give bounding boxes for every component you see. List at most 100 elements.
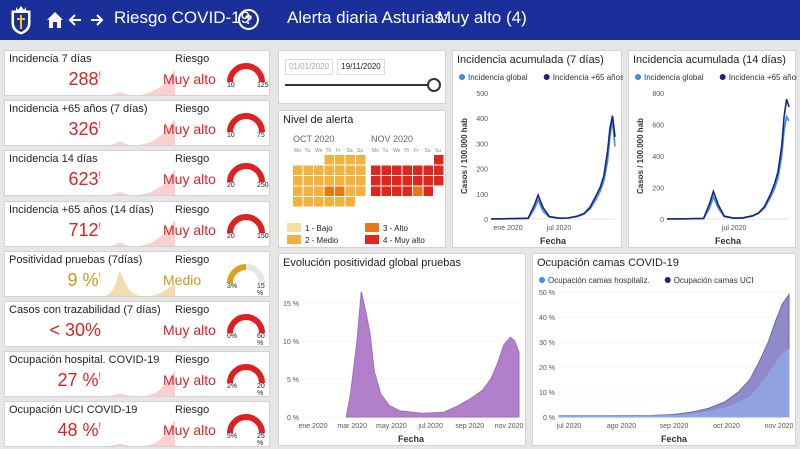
calendar-day-cell (423, 165, 433, 175)
calendar-day-cell (335, 155, 345, 165)
kpi-sparkline (105, 370, 175, 397)
gauge-min: 20 (227, 182, 235, 190)
risk-value: Muy alto (163, 322, 216, 338)
calendar-day-cell (356, 176, 366, 186)
kpi-value-text: 9 % (67, 269, 99, 290)
calendar-day-cell (413, 176, 423, 186)
y-tick-label: 0 % (543, 415, 555, 422)
kpi-card[interactable]: Incidencia 14 días 623! Riesgo Muy alto 20 25… (4, 150, 270, 197)
calendar-day-cell (324, 176, 334, 186)
kpi-value-text: < 30% (49, 320, 101, 340)
x-tick-label: nov 2020 (765, 423, 794, 430)
home-icon[interactable] (44, 9, 66, 31)
y-tick-label: 15 % (283, 301, 299, 308)
y-axis-label: Casos / 100.000 hab (460, 118, 469, 194)
risk-header: Riesgo (175, 354, 210, 367)
kpi-card[interactable]: Ocupación UCI COVID-19 48 %! Riesgo Muy alt… (4, 401, 270, 448)
back-arrow-icon[interactable] (66, 9, 84, 31)
kpi-value: 288! (5, 69, 101, 90)
calendar-day-cell (303, 165, 313, 175)
y-tick-label: 600 (652, 123, 664, 130)
gauge-fill (227, 414, 265, 434)
kpi-value-text: 48 % (57, 420, 99, 441)
calendar-day-cell (293, 176, 303, 186)
start-date-input[interactable]: 01/01/2020 (285, 59, 333, 75)
legend-marker (664, 277, 671, 283)
end-date-input[interactable]: 19/11/2020 (337, 59, 385, 75)
kpi-marker: ! (98, 170, 101, 181)
risk-value: Muy alto (163, 221, 216, 238)
gauge-fill (227, 364, 265, 384)
chart-camas-panel: Ocupación camas COVID-19 0 % 10 % 20 % 30 %… (532, 253, 796, 446)
risk-header: Riesgo (175, 253, 210, 266)
x-tick-label: ene 2020 (493, 225, 522, 232)
calendar-weekday: Sa (347, 148, 353, 154)
calendar-day-cell (392, 176, 402, 186)
kpi-card[interactable]: Incidencia +65 años (7 días) 326! Riesgo Mu… (4, 100, 270, 147)
kpi-card[interactable]: Casos con trazabilidad (7 días) < 30% Ries… (4, 301, 270, 347)
calendar-day-cell (314, 176, 324, 186)
kpi-value-text: 288 (68, 69, 99, 89)
calendar-day-cell (345, 186, 355, 196)
series-line (666, 99, 790, 220)
risk-header: Riesgo (175, 404, 210, 417)
calendar-weekday: Su (357, 148, 363, 154)
y-tick-label: 5 % (287, 377, 299, 384)
chart-title: Incidencia acumulada (7 días) (457, 54, 604, 66)
kpi-sparkline (105, 420, 175, 447)
gauge-max: 15 % (257, 282, 265, 297)
risk-value: Muy alto (163, 422, 216, 439)
calendar-day-cell (303, 176, 313, 186)
calendar-day-cell (293, 197, 303, 207)
y-tick-label: 800 (652, 91, 664, 98)
kpi-marker: ! (98, 270, 101, 281)
x-axis-label: Fecha (661, 434, 688, 444)
date-slider-handle[interactable] (427, 78, 441, 92)
calendar-weekday: Mo (294, 148, 301, 154)
calendar-day-cell (324, 165, 334, 175)
sparkline-area (105, 269, 175, 296)
chart-positividad-panel: Evolución positividad global pruebas 0 %… (278, 253, 526, 446)
forward-arrow-icon[interactable] (88, 9, 106, 31)
series-area (558, 348, 790, 418)
x-tick-label: nov 2020 (495, 423, 524, 430)
y-tick-label: 0 (484, 217, 488, 224)
calendar-day-cell (413, 165, 423, 175)
calendar-day-cell (356, 186, 366, 196)
incidencia-14-chart: Incidencia global Incidencia +65 años 0 200… (635, 73, 797, 246)
calendar-day-cell (402, 186, 412, 196)
calendar-weekday: Mo (372, 148, 379, 154)
kpi-value-text: 712 (68, 219, 99, 240)
date-filter-panel: 01/01/2020 19/11/2020 (278, 50, 446, 104)
legend-label: 4 - Muy alto (383, 236, 425, 245)
calendar-day-cell (324, 197, 334, 207)
kpi-card[interactable]: Incidencia 7 días 288! Riesgo Muy alto 10 125 (4, 50, 270, 96)
calendar-day-cell (392, 165, 402, 175)
kpi-name: Positividad pruebas (7días) (9, 253, 143, 266)
positividad-chart: 0 % 5 % 10 % 15 % ene 2020 mar 2020 may 2020 ju… (283, 291, 524, 444)
calendar-day-cell (371, 165, 381, 175)
kpi-name: Ocupación UCI COVID-19 (9, 404, 138, 417)
kpi-card[interactable]: Positividad pruebas (7días) 9 %! Riesgo Med… (4, 250, 270, 297)
risk-header: Riesgo (175, 53, 210, 65)
legend-label: Incidencia global (468, 73, 528, 82)
kpi-value-text: 27 % (57, 370, 99, 391)
calendar-day-cell (356, 165, 366, 175)
gauge-fill (227, 213, 265, 233)
risk-header: Riesgo (175, 103, 210, 116)
gauge-max: 20 % (257, 383, 265, 398)
calendar-day-cell (335, 186, 345, 196)
gauge-min: 5% (227, 433, 238, 441)
y-tick-label: 0 % (287, 415, 299, 422)
y-tick-label: 400 (476, 116, 488, 123)
kpi-card[interactable]: Ocupación hospital. COVID-19 27 %! Riesgo M… (4, 351, 270, 398)
sparkline-area (105, 370, 175, 397)
date-slider-track[interactable] (285, 84, 435, 86)
x-axis-label: Fecha (540, 236, 567, 246)
risk-header: Riesgo (175, 203, 210, 216)
series-line (490, 120, 616, 220)
calendar-day-cell (324, 186, 334, 196)
kpi-name: Incidencia 14 días (9, 153, 98, 166)
help-button[interactable]: ? (238, 9, 259, 30)
kpi-card[interactable]: Incidencia +65 años (14 días) 712! Riesgo M… (4, 200, 270, 247)
